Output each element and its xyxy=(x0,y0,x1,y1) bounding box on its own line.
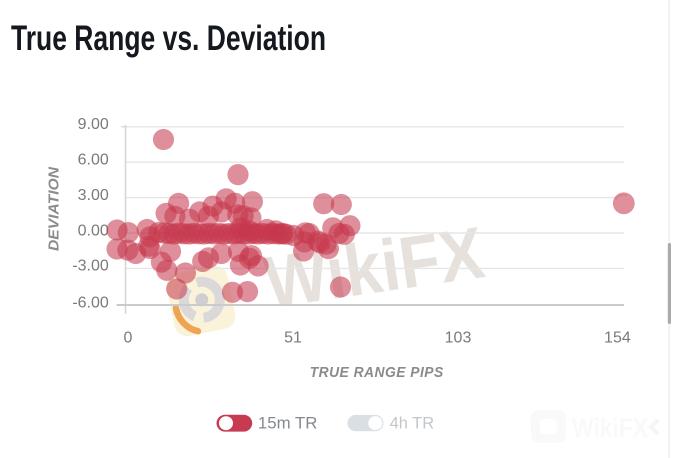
svg-text:3.00: 3.00 xyxy=(78,187,109,204)
svg-text:-6.00: -6.00 xyxy=(72,294,109,311)
svg-text:4h TR: 4h TR xyxy=(390,414,435,432)
svg-text:DEVIATION: DEVIATION xyxy=(46,166,63,251)
svg-text:15m TR: 15m TR xyxy=(258,414,318,432)
svg-text:WikiFX: WikiFX xyxy=(572,413,648,443)
svg-text:0: 0 xyxy=(123,330,132,347)
svg-text:103: 103 xyxy=(445,330,472,347)
svg-text:6.00: 6.00 xyxy=(78,152,109,169)
svg-text:9.00: 9.00 xyxy=(78,116,109,133)
svg-text:154: 154 xyxy=(604,330,631,347)
svg-text:-3.00: -3.00 xyxy=(72,258,109,275)
svg-text:0.00: 0.00 xyxy=(78,222,109,239)
svg-text:51: 51 xyxy=(284,330,302,347)
svg-text:True Range vs. Deviation: True Range vs. Deviation xyxy=(11,19,326,58)
svg-text:TRUE RANGE PIPS: TRUE RANGE PIPS xyxy=(310,364,444,381)
